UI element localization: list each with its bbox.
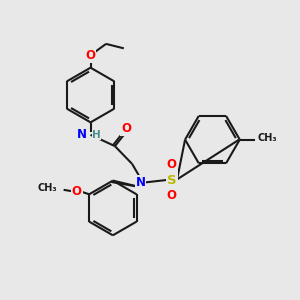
Text: H: H	[92, 130, 101, 140]
Text: S: S	[167, 173, 176, 187]
Text: O: O	[85, 49, 96, 62]
Text: O: O	[167, 189, 177, 202]
Text: O: O	[167, 158, 177, 171]
Text: CH₃: CH₃	[38, 183, 57, 193]
Text: N: N	[77, 128, 87, 141]
Text: O: O	[72, 185, 82, 198]
Text: N: N	[136, 176, 146, 189]
Text: O: O	[121, 122, 131, 135]
Text: CH₃: CH₃	[258, 133, 277, 143]
